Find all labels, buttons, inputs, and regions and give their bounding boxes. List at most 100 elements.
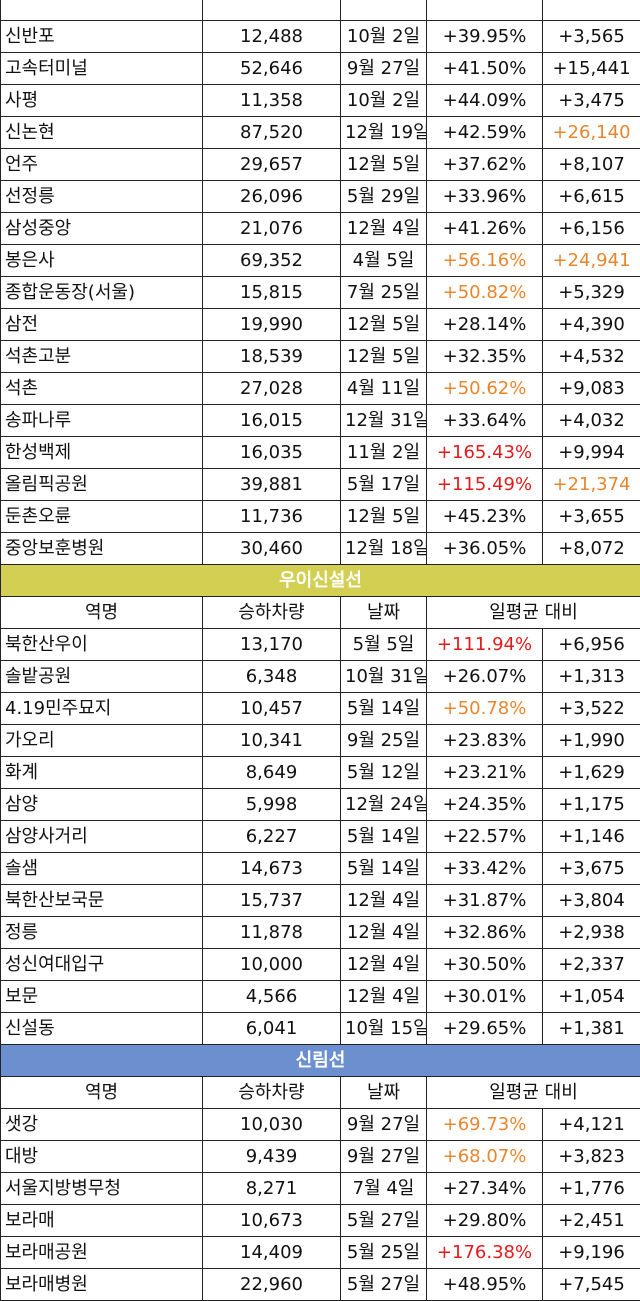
cell-ridership: 27,028 <box>203 373 341 405</box>
table-row-cut-off <box>1 0 640 21</box>
cell-date: 4월 5일 <box>341 245 427 277</box>
cell-pct-vs-average: +33.64% <box>427 405 543 437</box>
cell-pct-vs-average: +37.62% <box>427 149 543 181</box>
cell-station-name: 둔촌오륜 <box>1 501 203 533</box>
cell-station-name: 삼성중앙 <box>1 213 203 245</box>
cell-station-name: 화계 <box>1 757 203 789</box>
cell-diff-vs-average: +1,146 <box>543 821 640 853</box>
cell-ridership: 29,657 <box>203 149 341 181</box>
cell-date: 10월 15일 <box>341 1013 427 1045</box>
cell-pct-vs-average: +115.49% <box>427 469 543 501</box>
cell-ridership: 16,035 <box>203 437 341 469</box>
cell-ridership: 12,488 <box>203 21 341 53</box>
column-header-count: 승하차량 <box>203 1077 341 1109</box>
cell-ridership: 10,000 <box>203 949 341 981</box>
cell-date: 12월 5일 <box>341 309 427 341</box>
cell-diff-vs-average: +3,565 <box>543 21 640 53</box>
cell-pct-vs-average: +30.50% <box>427 949 543 981</box>
cell-ridership: 87,520 <box>203 117 341 149</box>
column-header-name: 역명 <box>1 597 203 629</box>
cell-ridership: 10,341 <box>203 725 341 757</box>
cell-station-name: 삼전 <box>1 309 203 341</box>
cell-diff-vs-average: +6,156 <box>543 213 640 245</box>
cell-ridership: 4,566 <box>203 981 341 1013</box>
cell-pct-vs-average: +32.35% <box>427 341 543 373</box>
cell-station-name: 신반포 <box>1 21 203 53</box>
cell-station-name: 북한산보국문 <box>1 885 203 917</box>
cell-pct-vs-average: +50.82% <box>427 277 543 309</box>
cell-pct-vs-average: +45.23% <box>427 501 543 533</box>
cell-pct-vs-average: +42.59% <box>427 117 543 149</box>
cell-date: 12월 31일 <box>341 405 427 437</box>
section-title: 우이신설선 <box>1 565 640 597</box>
cell-pct-vs-average: +44.09% <box>427 85 543 117</box>
cell-diff-vs-average: +9,196 <box>543 1237 640 1269</box>
cell-ridership: 69,352 <box>203 245 341 277</box>
cell-ridership: 16,015 <box>203 405 341 437</box>
cell-diff-vs-average: +3,804 <box>543 885 640 917</box>
cell-station-name: 한성백제 <box>1 437 203 469</box>
cell-date <box>341 0 427 21</box>
cell-date: 9월 25일 <box>341 725 427 757</box>
cell-diff-vs-average: +3,675 <box>543 853 640 885</box>
cell-ridership: 9,439 <box>203 1141 341 1173</box>
cell-pct-vs-average: +22.57% <box>427 821 543 853</box>
cell-pct-vs-average: +41.26% <box>427 213 543 245</box>
cell-ridership: 22,960 <box>203 1269 341 1301</box>
cell-diff-vs-average: +3,823 <box>543 1141 640 1173</box>
cell-ridership: 6,227 <box>203 821 341 853</box>
column-header-date: 날짜 <box>341 597 427 629</box>
cell-station-name: 사평 <box>1 85 203 117</box>
cell-ridership: 5,998 <box>203 789 341 821</box>
cell-ridership: 6,041 <box>203 1013 341 1045</box>
cell-diff-vs-average: +4,032 <box>543 405 640 437</box>
cell-ridership: 14,409 <box>203 1237 341 1269</box>
cell-diff-vs-average: +1,776 <box>543 1173 640 1205</box>
cell-diff-vs-average: +1,629 <box>543 757 640 789</box>
cell-ridership: 13,170 <box>203 629 341 661</box>
cell-diff-vs-average: +2,451 <box>543 1205 640 1237</box>
column-header-avg: 일평균 대비 <box>427 597 640 629</box>
cell-pct <box>427 0 543 21</box>
cell-date: 4월 11일 <box>341 373 427 405</box>
cell-station-name: 4.19민주묘지 <box>1 693 203 725</box>
section-title: 신림선 <box>1 1045 640 1077</box>
cell-diff-vs-average: +2,938 <box>543 917 640 949</box>
cell-pct-vs-average: +24.35% <box>427 789 543 821</box>
cell-diff-vs-average: +6,615 <box>543 181 640 213</box>
cell-pct-vs-average: +23.21% <box>427 757 543 789</box>
cell-ridership: 26,096 <box>203 181 341 213</box>
cell-ridership: 52,646 <box>203 53 341 85</box>
cell-station-name: 서울지방병무청 <box>1 1173 203 1205</box>
cell-ridership: 14,673 <box>203 853 341 885</box>
cell-station-name: 선정릉 <box>1 181 203 213</box>
cell-station-name: 고속터미널 <box>1 53 203 85</box>
cell-diff-vs-average: +4,390 <box>543 309 640 341</box>
column-header-date: 날짜 <box>341 1077 427 1109</box>
cell-pct-vs-average: +165.43% <box>427 437 543 469</box>
cell-ridership: 8,271 <box>203 1173 341 1205</box>
cell-date: 11월 2일 <box>341 437 427 469</box>
cell-diff-vs-average: +1,990 <box>543 725 640 757</box>
cell-date: 5월 27일 <box>341 1205 427 1237</box>
cell-count <box>203 0 341 21</box>
cell-date: 5월 27일 <box>341 1269 427 1301</box>
cell-pct-vs-average: +32.86% <box>427 917 543 949</box>
cell-pct-vs-average: +69.73% <box>427 1109 543 1141</box>
cell-pct-vs-average: +29.80% <box>427 1205 543 1237</box>
cell-station-name: 샛강 <box>1 1109 203 1141</box>
cell-diff-vs-average: +1,054 <box>543 981 640 1013</box>
